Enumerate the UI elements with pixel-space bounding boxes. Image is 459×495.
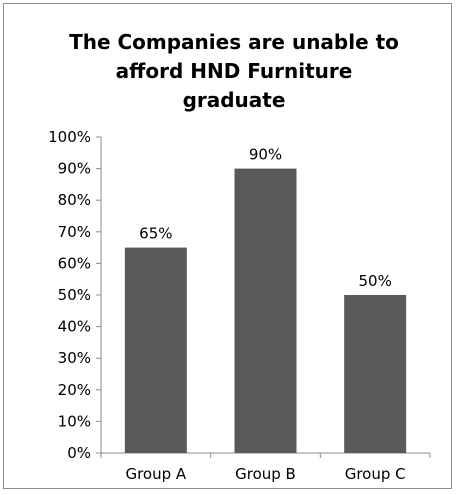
chart-title-line-2: afford HND Furniture: [115, 59, 353, 83]
bar: [234, 168, 297, 453]
chart-frame: The Companies are unable to afford HND F…: [3, 3, 452, 489]
bar: [344, 295, 407, 453]
y-tick-label: 20%: [58, 381, 91, 399]
y-tick-label: 80%: [58, 191, 91, 209]
data-label: 50%: [358, 272, 391, 290]
chart-title-line-1: The Companies are unable to: [69, 30, 399, 54]
y-tick-label: 30%: [58, 349, 91, 367]
y-tick-label: 70%: [58, 223, 91, 241]
data-label: 65%: [139, 225, 172, 243]
chart-title: The Companies are unable to afford HND F…: [44, 28, 424, 115]
y-tick-label: 50%: [58, 286, 91, 304]
x-tick-label: Group C: [345, 465, 406, 483]
y-tick-label: 100%: [48, 128, 91, 146]
x-tick-label: Group B: [235, 465, 296, 483]
y-tick-label: 10%: [58, 412, 91, 430]
y-tick-label: 40%: [58, 318, 91, 336]
x-tick-label: Group A: [125, 465, 186, 483]
y-tick-label: 90%: [58, 160, 91, 178]
y-tick-label: 60%: [58, 254, 91, 272]
chart-title-line-3: graduate: [182, 88, 286, 112]
data-label: 90%: [249, 146, 282, 164]
bar: [124, 247, 187, 453]
y-tick-label: 0%: [67, 444, 91, 462]
